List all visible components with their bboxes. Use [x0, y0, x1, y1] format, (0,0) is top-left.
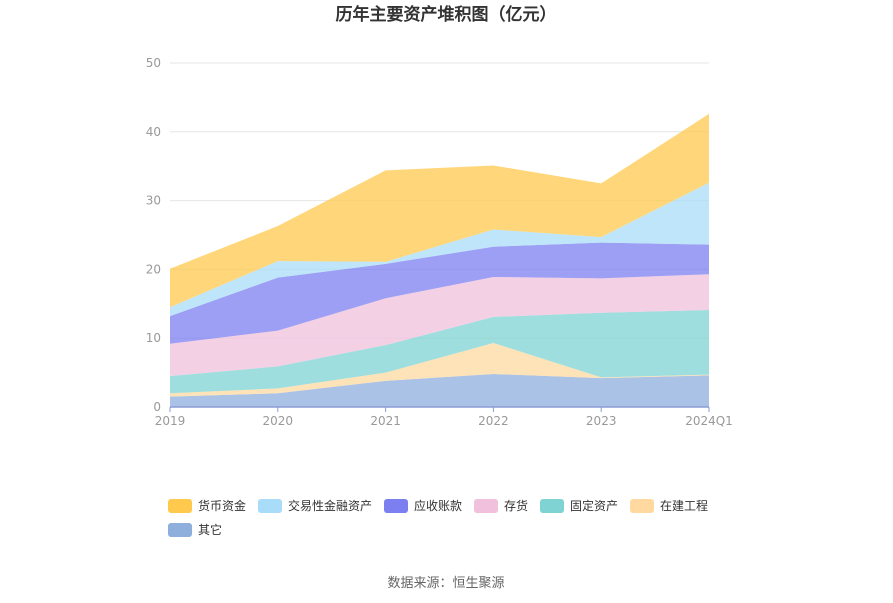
x-tick-label: 2021 — [370, 414, 401, 428]
legend-label: 应收账款 — [414, 498, 462, 513]
area-series-2 — [170, 309, 709, 394]
y-tick-label: 20 — [146, 262, 161, 276]
legend-label: 货币资金 — [198, 498, 246, 513]
legend-swatch — [474, 499, 498, 513]
legend-swatch — [168, 523, 192, 537]
area-series-0 — [170, 373, 709, 407]
area-series-5 — [170, 182, 709, 317]
legend-label: 存货 — [504, 498, 528, 513]
data-source: 数据来源：恒生聚源 — [387, 576, 504, 591]
area-series-1 — [170, 343, 709, 397]
y-tick-label: 40 — [146, 125, 161, 139]
area-series-3 — [170, 274, 709, 377]
x-tick-label: 2019 — [155, 414, 186, 428]
legend-label: 交易性金融资产 — [288, 498, 372, 513]
x-tick-label: 2024Q1 — [685, 414, 733, 428]
y-tick-label: 30 — [146, 194, 161, 208]
x-axis: 2019 2020 2021 2022 2023 2024Q1 — [155, 406, 733, 428]
legend-label: 在建工程 — [660, 498, 708, 513]
x-tick-label: 2020 — [263, 414, 294, 428]
legend-swatch — [384, 499, 408, 513]
y-tick-label: 10 — [146, 331, 161, 345]
legend-label: 固定资产 — [570, 498, 618, 513]
y-tick-label: 50 — [146, 56, 161, 70]
area-series — [170, 113, 709, 407]
legend-label: 其它 — [198, 522, 222, 537]
legend-swatch — [540, 499, 564, 513]
chart-title: 历年主要资产堆积图（亿元） — [336, 4, 557, 25]
x-tick-label: 2023 — [586, 414, 617, 428]
y-axis: 0 10 20 30 40 50 — [146, 56, 161, 414]
x-tick-label: 2022 — [478, 414, 509, 428]
legend-swatch — [258, 499, 282, 513]
area-series-4 — [170, 242, 709, 344]
legend-swatch — [168, 499, 192, 513]
legend-swatch — [630, 499, 654, 513]
area-series-6 — [170, 113, 709, 308]
y-tick-label: 0 — [153, 400, 161, 414]
